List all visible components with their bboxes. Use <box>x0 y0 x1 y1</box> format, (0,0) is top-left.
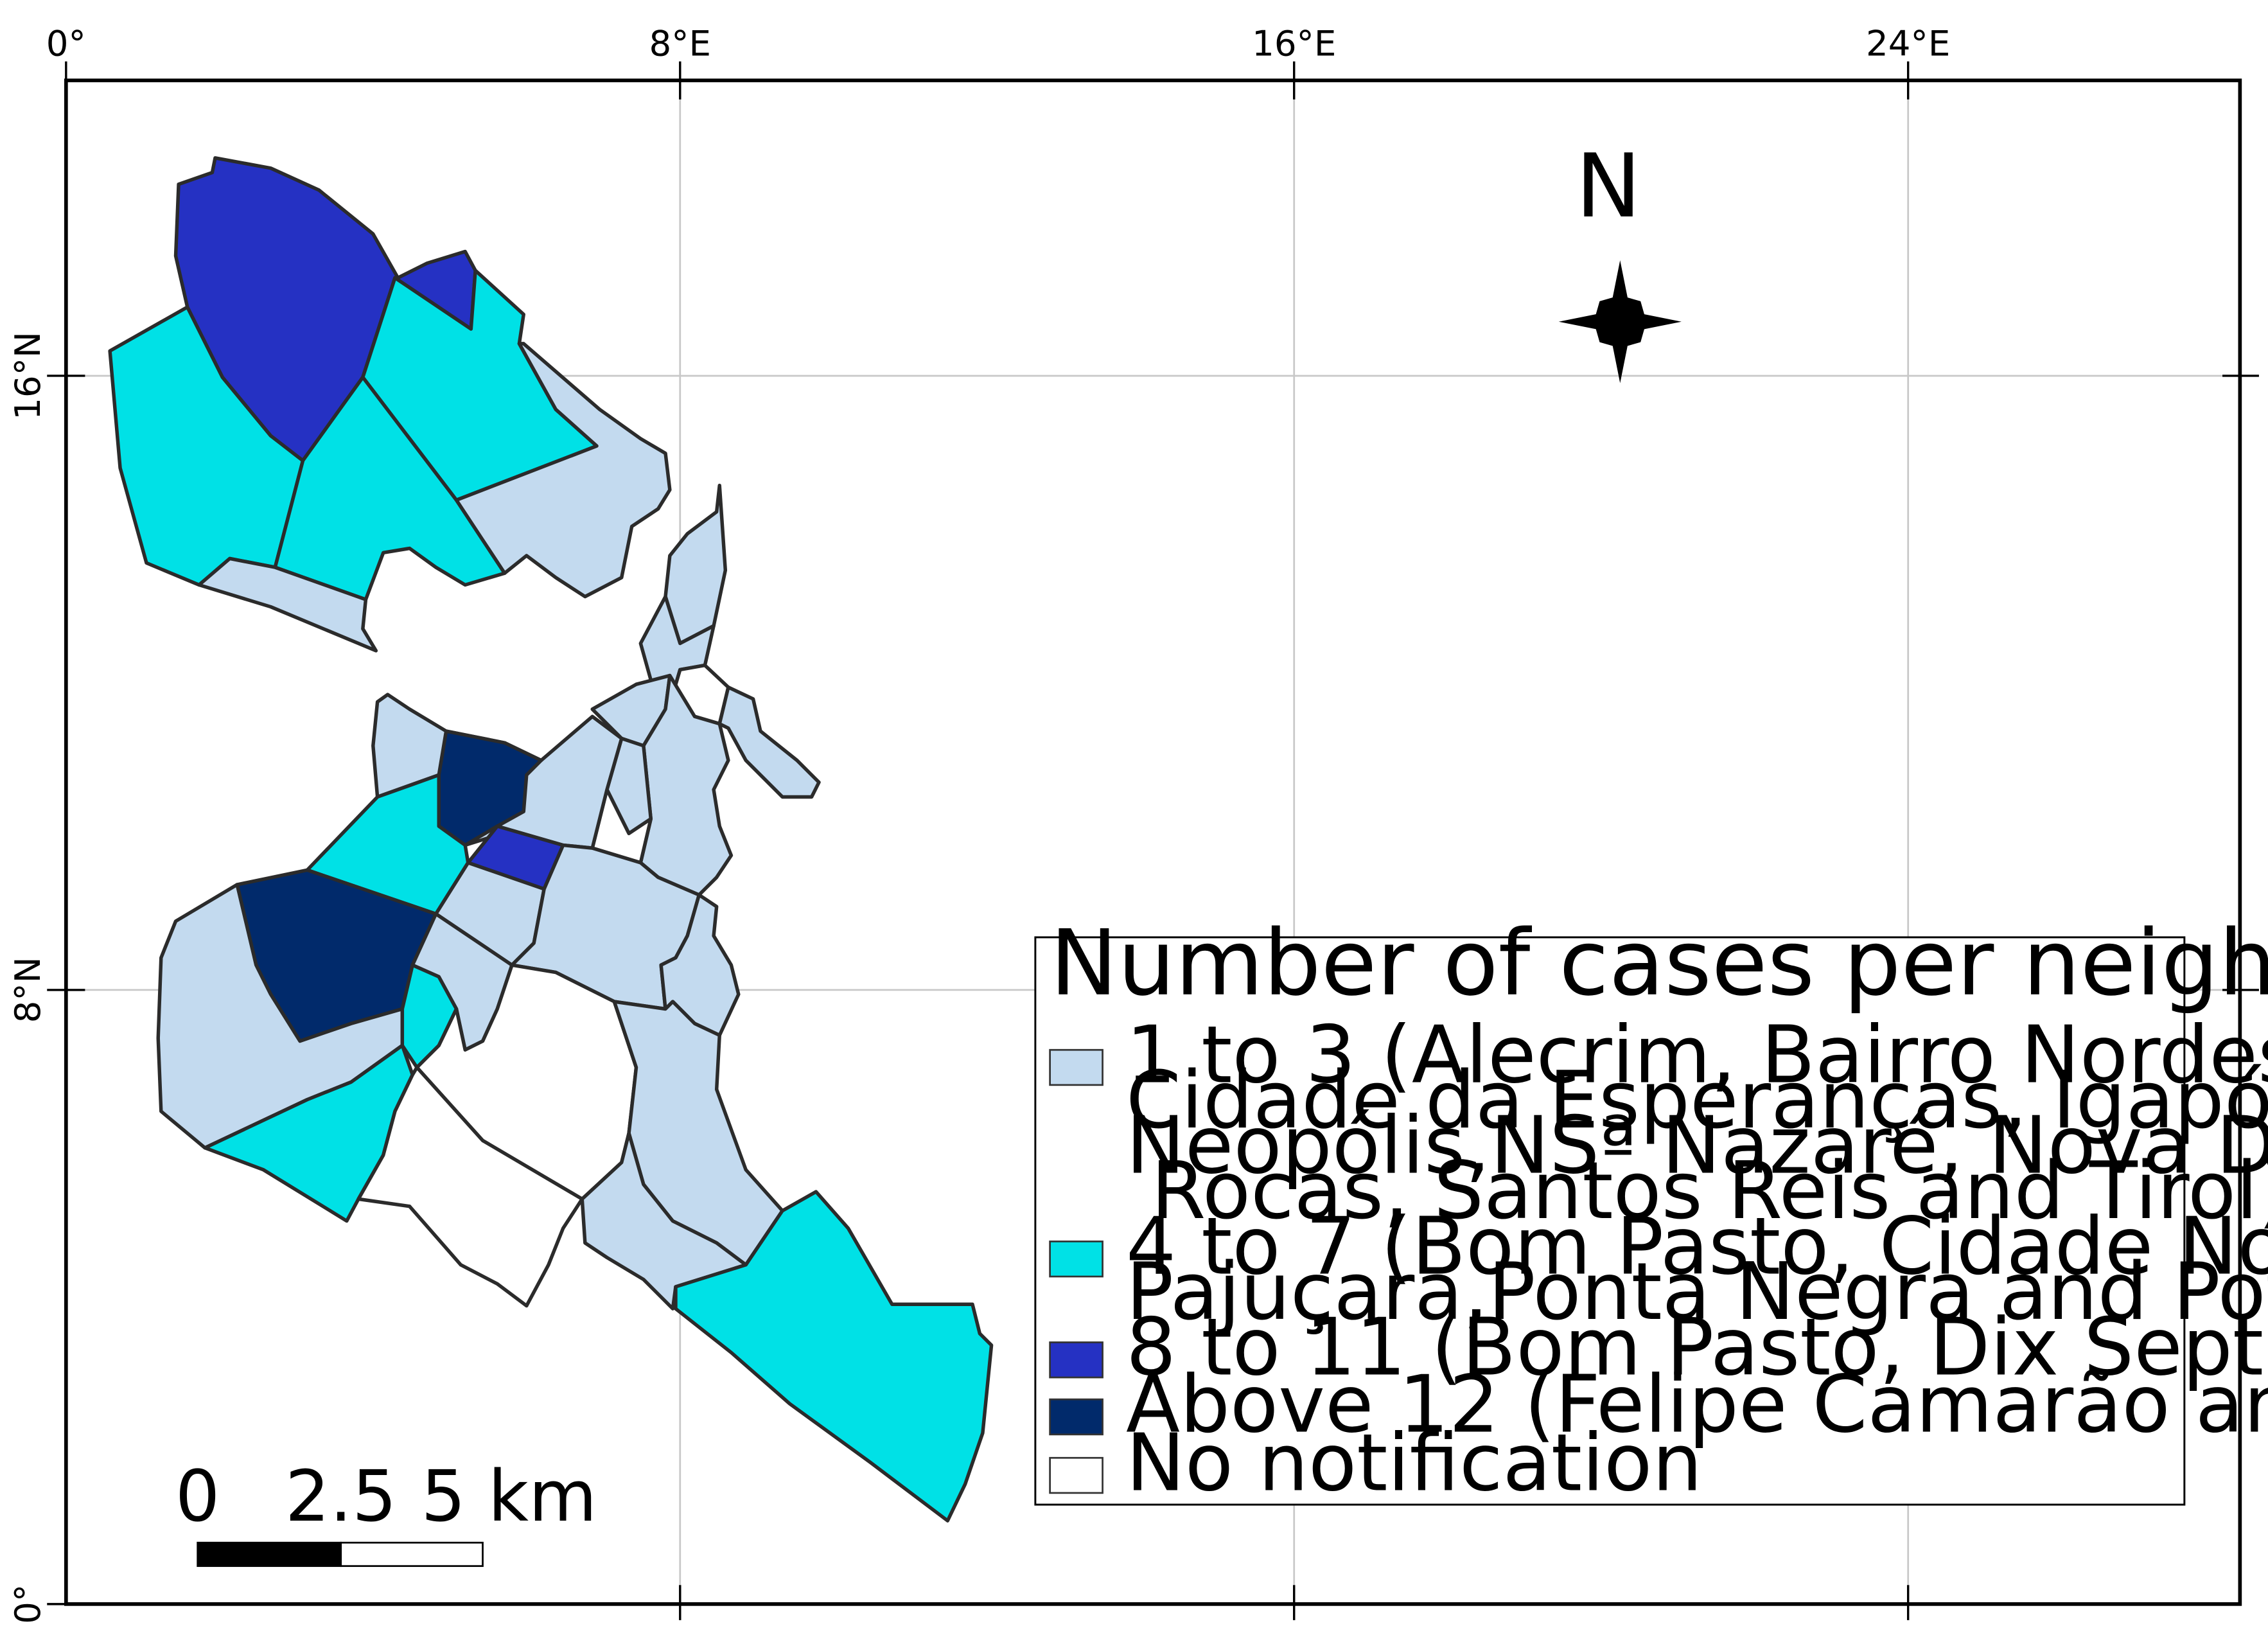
grid-label-x-0: 0° <box>46 22 86 64</box>
region-southeast-cyan-large <box>674 1190 994 1523</box>
legend-item-above-12: Above 12 (Felipe Camarão and Quintas) <box>1049 1358 2268 1450</box>
legend-item-5-line-1: No notification <box>1126 1417 1702 1508</box>
scale-bar-segment-dark <box>197 1541 342 1568</box>
legend: Number of cases per neighborhood 1 to 3 … <box>1034 911 2268 1508</box>
compass-star-icon <box>1558 260 1682 384</box>
legend-item-1-to-3: 1 to 3 (Alecrim, Bairro Nordeste, Barro … <box>1049 1009 2268 1237</box>
grid-label-y-16n: 16°N <box>7 331 48 420</box>
grid-label-x-16e: 16°E <box>1252 22 1336 64</box>
legend-title: Number of cases per neighborhood <box>1050 911 2268 1016</box>
grid-label-x-24e: 24°E <box>1866 22 1950 64</box>
legend-swatch-light-blue <box>1049 1048 1103 1086</box>
legend-item-1-line-1: 1 to 3 (Alecrim, Bairro Nordeste, Barro … <box>1126 1009 2268 1100</box>
frame-ticks <box>47 61 2259 1620</box>
grid-label-y-8n: 8°N <box>7 957 48 1023</box>
scale-label-5km: 5 km <box>421 1456 597 1537</box>
legend-box <box>1034 936 2186 1506</box>
legend-swatch-white <box>1049 1456 1103 1494</box>
region-north-dark-blue <box>173 156 477 463</box>
legend-item-1-line-3: Neopólis,NSª Nazaré, Nova Descoberta,Pra… <box>1126 1099 2268 1191</box>
grid-label-x-8e: 8°E <box>649 22 711 64</box>
legend-item-1-line-2: Cidade da Esperanças, Igapó, Guarapes, L… <box>1126 1054 2268 1146</box>
legend-item-4-to-7: 4 to 7 (Bom Pasto, Cidade Nova, NSª Apre… <box>1049 1200 2268 1338</box>
legend-item-2-line-1: 4 to 7 (Bom Pasto, Cidade Nova, NSª Apre… <box>1126 1200 2268 1292</box>
legend-swatch-dark-navy <box>1049 1398 1103 1436</box>
neighborhood-polygons <box>108 156 994 1523</box>
legend-item-3-line-1: 8 to 11 (Bom Pasto, Dix Sept Rosado and … <box>1126 1302 2268 1393</box>
north-arrow: N <box>1558 136 1682 384</box>
legend-item-no-notification: No notification <box>1049 1417 1702 1508</box>
scale-bar: 0 2.5 5 km <box>175 1456 597 1568</box>
legend-item-2-line-2: Pajuçara,Ponta Negra and Potengi) <box>1126 1246 2268 1338</box>
region-north-bottom-light <box>197 556 378 653</box>
legend-item-1-line-4: Rocas, Santos Reis and Tirol) <box>1126 1145 2268 1237</box>
legend-swatch-medium-blue <box>1049 1341 1103 1379</box>
region-south-white-lower <box>356 1065 585 1308</box>
scale-label-0: 0 <box>175 1456 220 1537</box>
north-label: N <box>1576 136 1641 238</box>
legend-item-4-line-1: Above 12 (Felipe Camarão and Quintas) <box>1126 1358 2268 1450</box>
region-coast-peninsula-light <box>717 685 821 799</box>
grid-label-y-0: 0° <box>7 1584 48 1624</box>
legend-swatch-cyan <box>1049 1241 1103 1278</box>
legend-item-8-to-11: 8 to 11 (Bom Pasto, Dix Sept Rosado and … <box>1049 1302 2268 1393</box>
scale-label-2-5: 2.5 <box>285 1456 397 1537</box>
region-north-east-light <box>454 342 672 599</box>
scale-bar-segment-light <box>340 1541 484 1568</box>
